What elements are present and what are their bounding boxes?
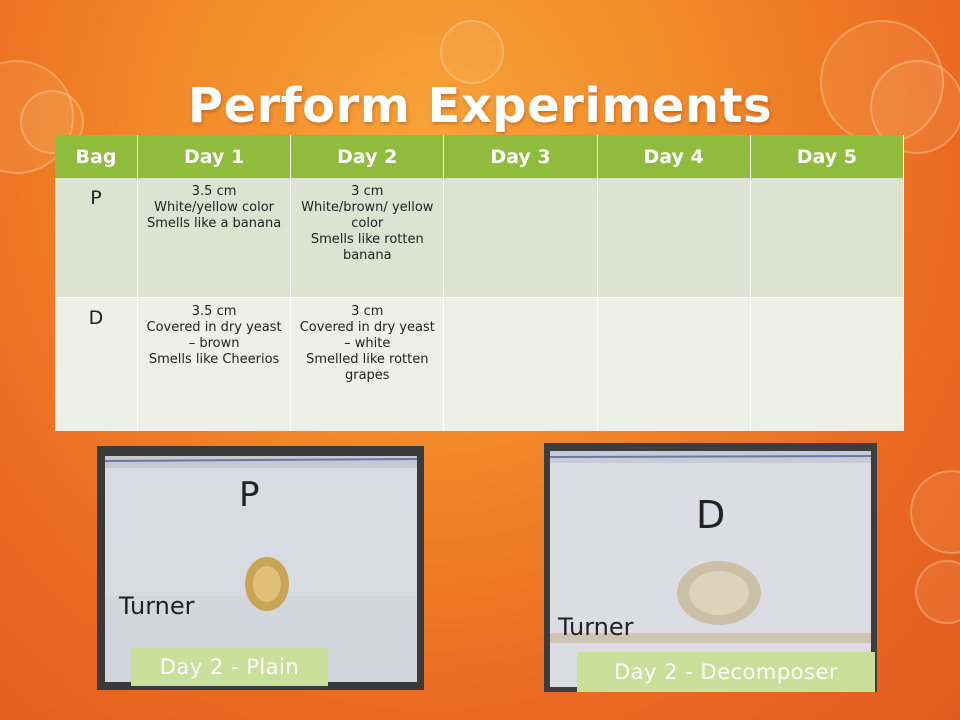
bag-cell: D — [55, 297, 138, 431]
cell-line: 3 cm — [351, 304, 384, 319]
cell-line: White/brown/ yellow color — [301, 200, 434, 231]
table-cell-empty — [443, 178, 598, 298]
bag-letter-label: D — [696, 493, 725, 537]
bag-name-label: Turner — [557, 613, 634, 641]
header-day-1: Day 1 — [137, 135, 292, 178]
bag-photo-illustration: D Turner — [544, 443, 877, 692]
experiment-table: Bag Day 1 Day 2 Day 3 Day 4 Day 5 P 3.5 … — [55, 135, 905, 431]
bag-letter-label: P — [239, 475, 260, 515]
table-cell-empty — [597, 297, 751, 431]
caption-decomposer: Day 2 - Decomposer — [577, 652, 875, 692]
cell-line: Smells like Cheerios — [148, 352, 280, 367]
cell-line: 3 cm — [351, 184, 384, 199]
cell-line: White/yellow color — [154, 200, 274, 215]
decor-bubble — [440, 20, 504, 84]
bag-name-label: Turner — [118, 592, 195, 620]
table-cell: 3 cm White/brown/ yellow color Smells li… — [290, 178, 445, 298]
caption-plain: Day 2 - Plain — [131, 648, 328, 686]
cell-line: Covered in dry yeast – brown — [146, 320, 282, 351]
header-day-2: Day 2 — [290, 135, 445, 178]
cell-line: 3.5 cm — [191, 184, 237, 199]
header-day-5: Day 5 — [750, 135, 905, 178]
table-cell-empty — [597, 178, 751, 298]
table-cell: 3.5 cm White/yellow color Smells like a … — [137, 178, 292, 298]
bag-cell: P — [55, 178, 138, 298]
page-title: Perform Experiments — [187, 78, 773, 134]
header-day-4: Day 4 — [597, 135, 751, 178]
table-header-row: Bag Day 1 Day 2 Day 3 Day 4 Day 5 — [55, 135, 905, 178]
table-row: P 3.5 cm White/yellow color Smells like … — [55, 178, 905, 298]
table-cell: 3.5 cm Covered in dry yeast – brown Smel… — [137, 297, 292, 431]
cell-line: Covered in dry yeast – white — [299, 320, 435, 351]
table-cell-empty — [443, 297, 598, 431]
header-bag: Bag — [55, 135, 138, 178]
table-cell-empty — [750, 297, 905, 431]
table-cell-empty — [750, 178, 905, 298]
table-cell: 3 cm Covered in dry yeast – white Smelle… — [290, 297, 445, 431]
decor-bubble — [910, 470, 960, 554]
table-row: D 3.5 cm Covered in dry yeast – brown Sm… — [55, 297, 905, 431]
header-day-3: Day 3 — [443, 135, 598, 178]
cell-line: Smelled like rotten grapes — [306, 352, 429, 383]
cell-line: Smells like a banana — [146, 216, 282, 231]
cell-line: Smells like rotten banana — [310, 232, 424, 263]
photo-decomposer-bag: D Turner — [544, 443, 877, 692]
decor-bubble — [915, 560, 960, 624]
cell-line: 3.5 cm — [191, 304, 237, 319]
